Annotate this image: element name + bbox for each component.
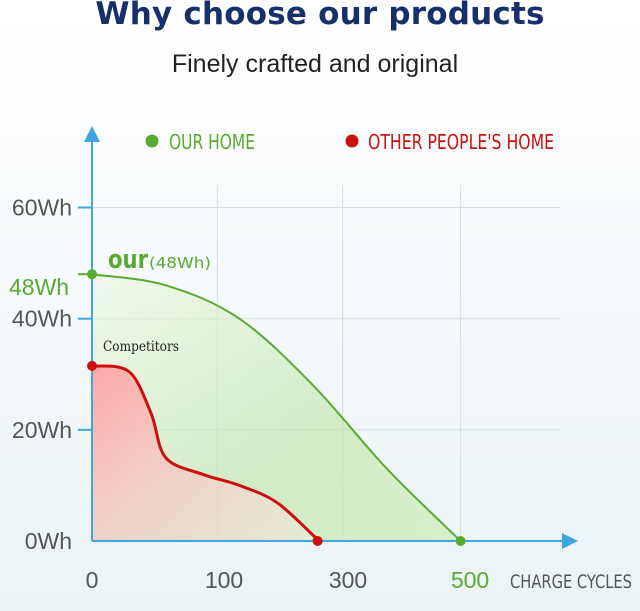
y-tick-label: 40Wh xyxy=(12,306,72,332)
series-end-point-1 xyxy=(312,536,323,546)
y-tick-label-highlight: 48Wh xyxy=(9,274,69,300)
page-subtitle: Finely crafted and original xyxy=(171,50,459,78)
x-tick-label: 500 xyxy=(451,567,489,593)
legend-ours-swatch xyxy=(145,134,159,148)
annotation-competitors: Competitors xyxy=(103,339,179,355)
y-axis-arrow-icon xyxy=(84,126,100,142)
series-end-point-0 xyxy=(455,536,466,546)
data-points xyxy=(87,269,466,546)
legend-theirs-label: OTHER PEOPLE'S HOME xyxy=(368,130,554,154)
series-line-0 xyxy=(91,273,462,542)
series-line-1 xyxy=(90,364,320,543)
x-tick-labels: 0 100 300 500 xyxy=(86,567,490,593)
y-tick-label: 0Wh xyxy=(25,528,72,554)
y-tick-labels: 0Wh 20Wh 40Wh 60Wh xyxy=(12,195,72,555)
y-tick-marks xyxy=(78,206,92,431)
x-tick-label: 0 xyxy=(86,567,99,593)
x-tick-label: 100 xyxy=(205,567,243,593)
legend-theirs-swatch xyxy=(345,134,359,148)
legend-ours-label: OUR HOME xyxy=(169,130,255,154)
annotation-ours-detail: (48Wh) xyxy=(149,254,211,272)
y-tick-label: 20Wh xyxy=(12,417,72,443)
series-start-point-1 xyxy=(87,360,97,371)
y-tick-label: 60Wh xyxy=(12,195,72,221)
page-title: Why choose our products xyxy=(95,0,545,32)
x-axis-label: CHARGE CYCLES xyxy=(510,571,632,593)
series-start-point-0 xyxy=(87,269,97,280)
x-axis-arrow-icon xyxy=(562,533,578,549)
x-tick-label: 300 xyxy=(329,567,367,593)
annotation-ours-main: our xyxy=(108,245,148,275)
series-lines xyxy=(90,273,462,543)
